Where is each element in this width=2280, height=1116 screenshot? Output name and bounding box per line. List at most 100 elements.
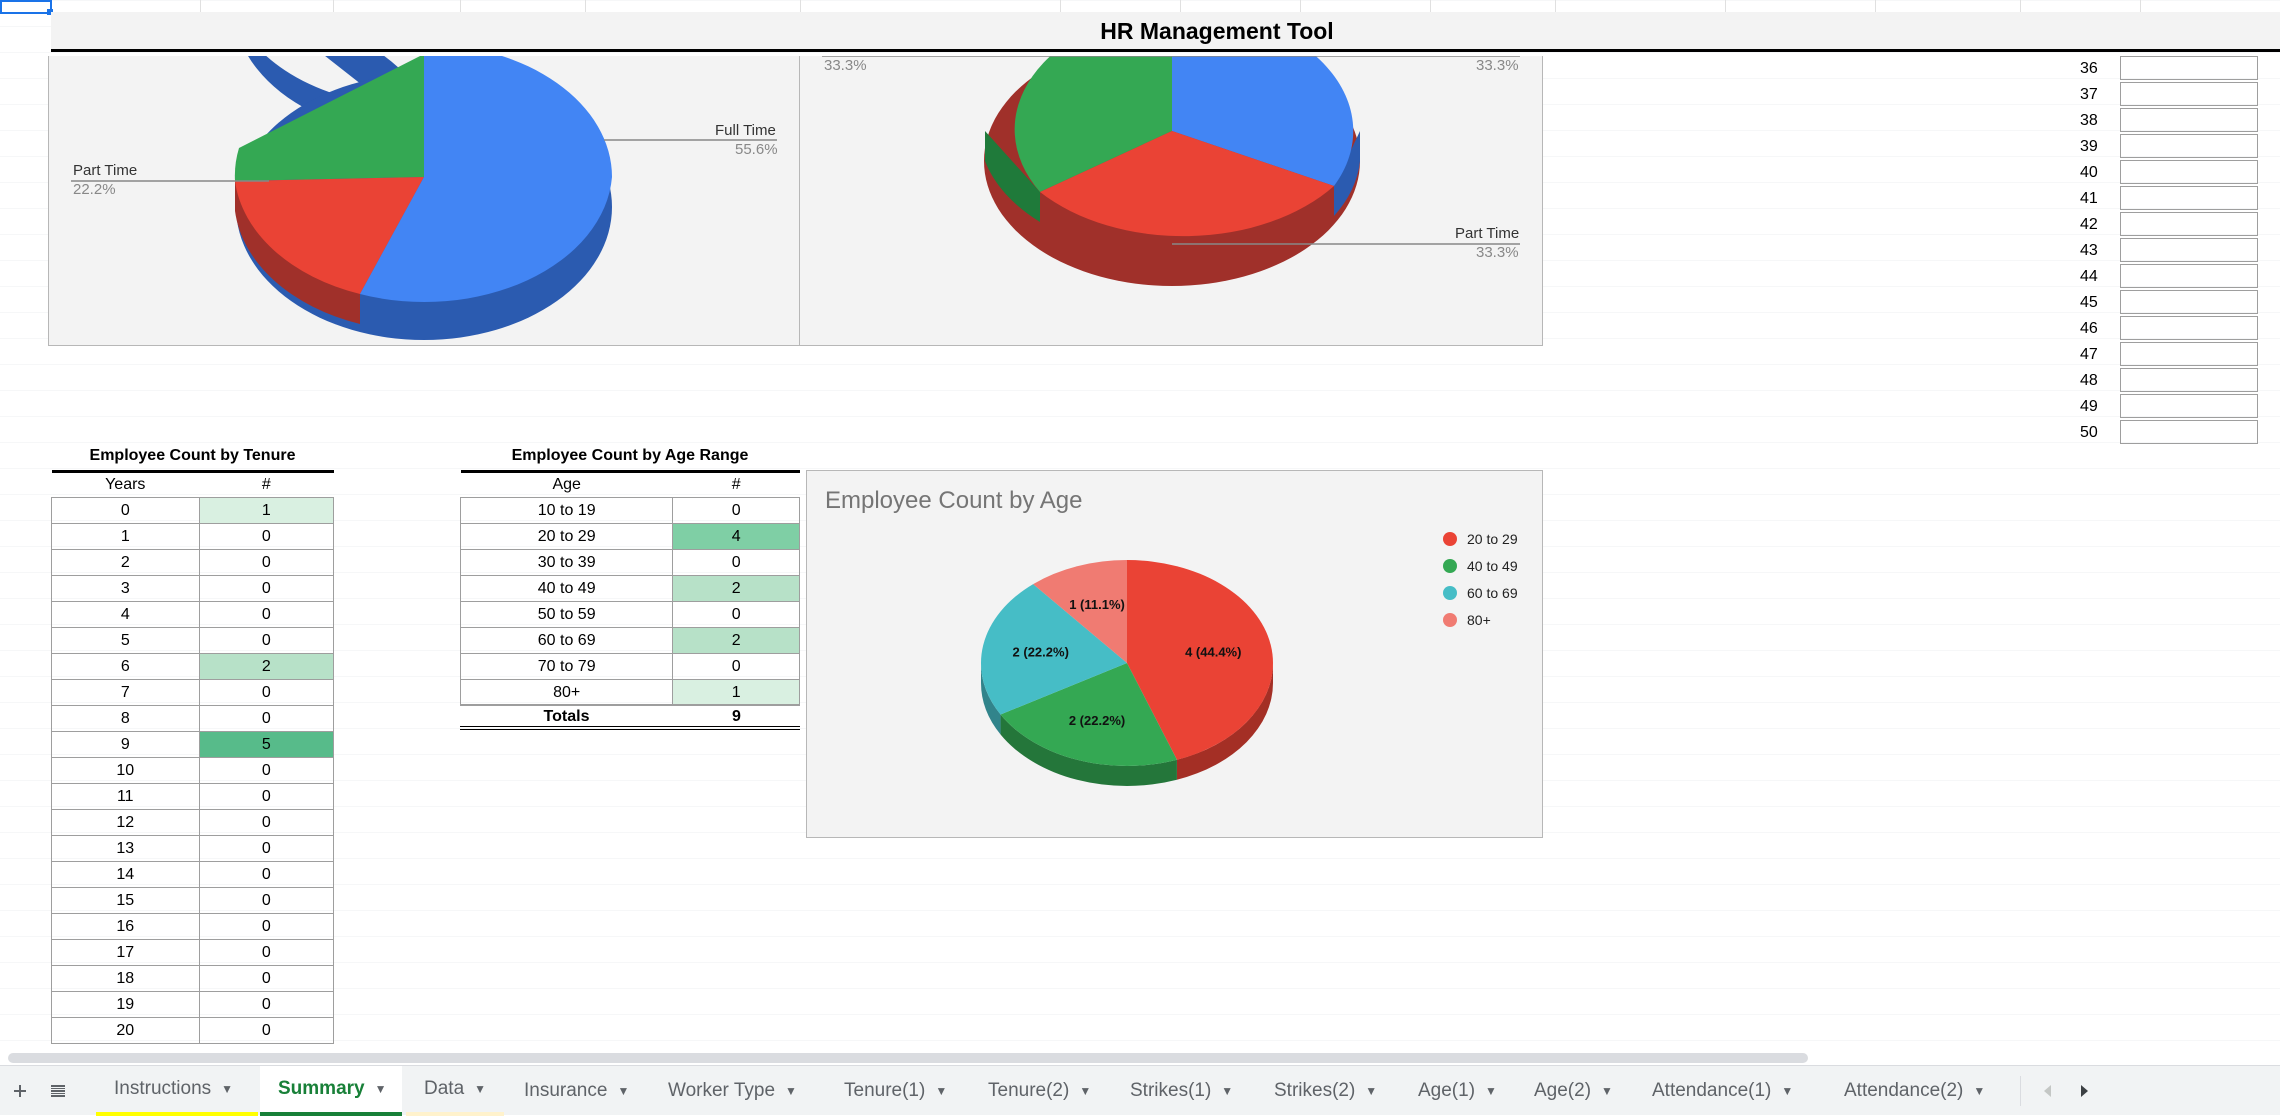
legend-item[interactable]: 80+: [1443, 606, 1518, 633]
tenure-count-cell[interactable]: 0: [198, 965, 335, 992]
caret-down-icon[interactable]: ▼: [221, 1082, 234, 1096]
tenure-years-cell[interactable]: 6: [51, 653, 200, 680]
tenure-years-cell[interactable]: 2: [51, 549, 200, 576]
tenure-years-cell[interactable]: 9: [51, 731, 200, 758]
age-count-cell[interactable]: 0: [672, 549, 800, 576]
age-count-cell[interactable]: 2: [672, 575, 800, 602]
tab-data[interactable]: Data ▼: [406, 1066, 504, 1116]
tenure-years-cell[interactable]: 17: [51, 939, 200, 966]
caret-down-icon[interactable]: ▼: [474, 1082, 487, 1096]
tab-strikes-2[interactable]: Strikes(2) ▼: [1256, 1066, 1398, 1116]
tenure-count-cell[interactable]: 2: [198, 653, 335, 680]
tab-age-2[interactable]: Age(2) ▼: [1516, 1066, 1632, 1116]
age-count-cell[interactable]: 0: [672, 497, 800, 524]
tab-instructions[interactable]: Instructions ▼: [96, 1066, 258, 1116]
caret-down-icon[interactable]: ▼: [935, 1084, 948, 1098]
age-pie-chart[interactable]: Employee Count by Age 4 (44.4%) 2 (22.2%)…: [806, 470, 1543, 838]
tab-tenure-1[interactable]: Tenure(1) ▼: [826, 1066, 968, 1116]
age-range-cell[interactable]: 20 to 29: [459, 523, 674, 550]
caret-down-icon[interactable]: ▼: [617, 1084, 630, 1098]
empty-cell[interactable]: [2119, 212, 2258, 236]
caret-down-icon[interactable]: ▼: [785, 1084, 797, 1098]
tenure-years-cell[interactable]: 13: [51, 835, 200, 862]
caret-down-icon[interactable]: ▼: [1973, 1084, 1986, 1098]
age-range-cell[interactable]: 80+: [459, 679, 674, 706]
legend-item[interactable]: 60 to 69: [1443, 579, 1518, 606]
age-count-cell[interactable]: 2: [672, 627, 800, 654]
empty-cell[interactable]: [2119, 316, 2258, 340]
tenure-years-cell[interactable]: 10: [51, 757, 200, 784]
tenure-count-cell[interactable]: 5: [198, 731, 335, 758]
empty-cell[interactable]: [2119, 342, 2258, 366]
tab-worker-type[interactable]: Worker Type ▼: [650, 1066, 824, 1116]
tenure-count-cell[interactable]: 0: [198, 939, 335, 966]
tenure-years-cell[interactable]: 5: [51, 627, 200, 654]
tenure-count-cell[interactable]: 0: [198, 887, 335, 914]
pie-slice-60-to-69[interactable]: [981, 584, 1127, 715]
tenure-years-cell[interactable]: 11: [51, 783, 200, 810]
pie-slice-80[interactable]: [1033, 560, 1127, 663]
empty-cell[interactable]: [2119, 186, 2258, 210]
tenure-count-cell[interactable]: 0: [198, 809, 335, 836]
empty-cell[interactable]: [2119, 394, 2258, 418]
tab-age-1[interactable]: Age(1) ▼: [1400, 1066, 1514, 1116]
empty-cell[interactable]: [2119, 264, 2258, 288]
legend-item[interactable]: 40 to 49: [1443, 552, 1518, 579]
tenure-years-cell[interactable]: 14: [51, 861, 200, 888]
tab-attendance-1[interactable]: Attendance(1) ▼: [1634, 1066, 1824, 1116]
tenure-count-cell[interactable]: 0: [198, 783, 335, 810]
pie-slice-20-to-29[interactable]: [1127, 560, 1273, 760]
tenure-years-cell[interactable]: 20: [51, 1017, 200, 1044]
tab-insurance[interactable]: Insurance ▼: [506, 1066, 648, 1116]
tenure-years-cell[interactable]: 12: [51, 809, 200, 836]
empty-cell[interactable]: [2119, 108, 2258, 132]
sheet-canvas[interactable]: HR Management Tool Full Time 55.6% Part …: [0, 0, 2280, 1065]
tenure-years-cell[interactable]: 1: [51, 523, 200, 550]
age-count-cell[interactable]: 0: [672, 601, 800, 628]
tenure-count-cell[interactable]: 0: [198, 835, 335, 862]
tenure-count-cell[interactable]: 0: [198, 705, 335, 732]
tenure-count-cell[interactable]: 0: [198, 913, 335, 940]
tenure-years-cell[interactable]: 18: [51, 965, 200, 992]
tab-strikes-1[interactable]: Strikes(1) ▼: [1112, 1066, 1254, 1116]
caret-down-icon[interactable]: ▼: [1365, 1084, 1378, 1098]
caret-down-icon[interactable]: ▼: [374, 1082, 387, 1096]
tenure-count-cell[interactable]: 0: [198, 575, 335, 602]
tenure-years-cell[interactable]: 4: [51, 601, 200, 628]
scroll-tabs-right-button[interactable]: [2070, 1066, 2100, 1116]
caret-down-icon[interactable]: ▼: [1781, 1084, 1794, 1098]
worker-type-chart-right[interactable]: 33.3% 33.3% Part Time 33.3%: [799, 56, 1543, 346]
empty-cell[interactable]: [2119, 368, 2258, 392]
age-range-cell[interactable]: 50 to 59: [459, 601, 674, 628]
tenure-years-cell[interactable]: 19: [51, 991, 200, 1018]
tenure-count-cell[interactable]: 0: [198, 1017, 335, 1044]
empty-cell[interactable]: [2119, 160, 2258, 184]
tenure-years-cell[interactable]: 7: [51, 679, 200, 706]
empty-cell[interactable]: [2119, 82, 2258, 106]
horizontal-scrollbar[interactable]: [8, 1053, 1808, 1063]
add-sheet-button[interactable]: [4, 1066, 36, 1116]
fill-handle[interactable]: [47, 9, 53, 15]
empty-cell[interactable]: [2119, 420, 2258, 444]
tenure-count-cell[interactable]: 0: [198, 601, 335, 628]
tab-summary[interactable]: Summary ▼: [260, 1066, 402, 1116]
age-range-cell[interactable]: 40 to 49: [459, 575, 674, 602]
tenure-years-cell[interactable]: 0: [51, 497, 200, 524]
legend-item[interactable]: 20 to 29: [1443, 525, 1518, 552]
tenure-years-cell[interactable]: 8: [51, 705, 200, 732]
tenure-count-cell[interactable]: 0: [198, 523, 335, 550]
empty-cell[interactable]: [2119, 56, 2258, 80]
tenure-count-cell[interactable]: 0: [198, 627, 335, 654]
tab-attendance-2[interactable]: Attendance(2) ▼: [1826, 1066, 2006, 1116]
caret-down-icon[interactable]: ▼: [1221, 1084, 1234, 1098]
caret-down-icon[interactable]: ▼: [1079, 1084, 1092, 1098]
tenure-count-cell[interactable]: 0: [198, 679, 335, 706]
tenure-count-cell[interactable]: 0: [198, 861, 335, 888]
age-range-cell[interactable]: 30 to 39: [459, 549, 674, 576]
caret-down-icon[interactable]: ▼: [1601, 1084, 1613, 1098]
tenure-count-cell[interactable]: 0: [198, 549, 335, 576]
pie-slice-40-to-49[interactable]: [1000, 663, 1177, 766]
age-count-cell[interactable]: 1: [672, 679, 800, 706]
all-sheets-button[interactable]: [42, 1066, 74, 1116]
age-range-cell[interactable]: 60 to 69: [459, 627, 674, 654]
